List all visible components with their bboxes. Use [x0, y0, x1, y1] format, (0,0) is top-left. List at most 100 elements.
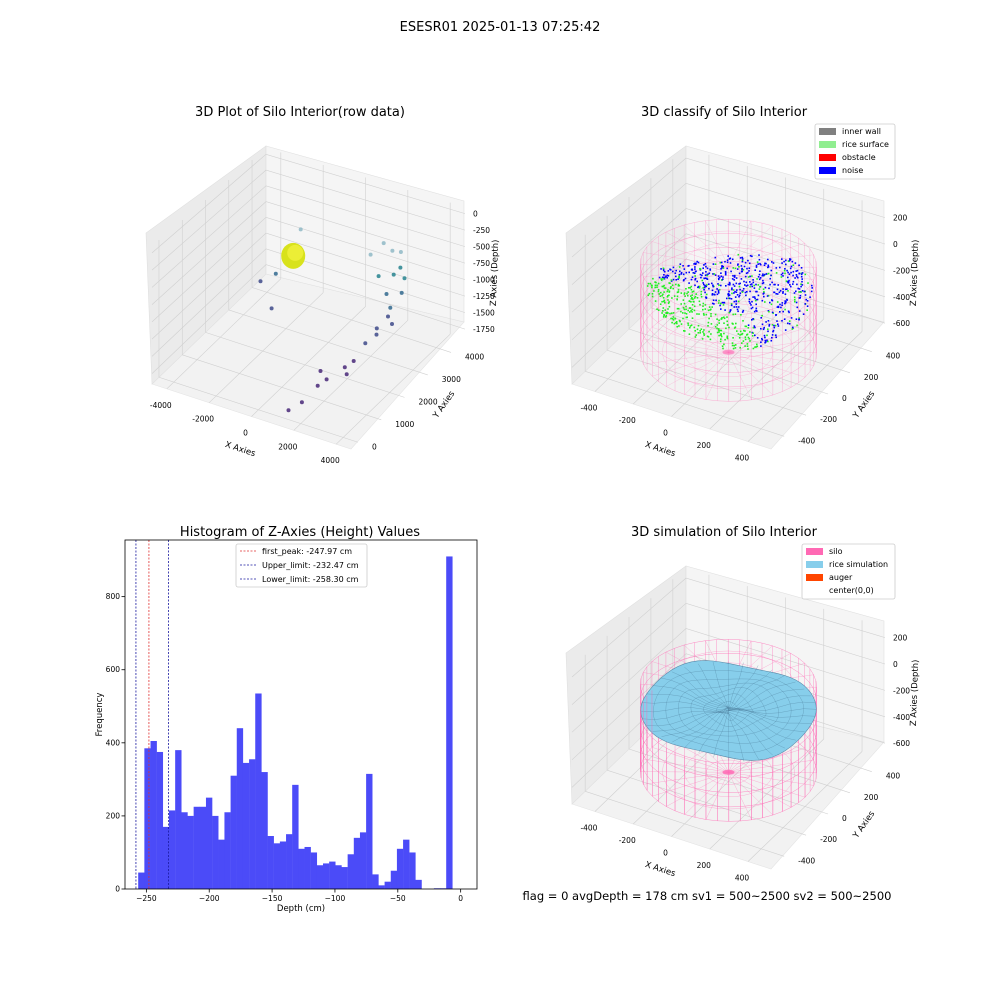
histogram-bar [396, 848, 404, 889]
histogram-bar [286, 834, 293, 889]
histogram-legend: first_peak: -247.97 cm Upper_limit: -232… [235, 543, 368, 588]
histogram-xtick-label: 0 [458, 894, 463, 903]
rice-surface-point [663, 291, 665, 293]
rice-surface-point [680, 310, 682, 313]
rice-surface-point [767, 328, 769, 330]
rice-surface-point [664, 309, 666, 311]
rice-simulation-mesh-spoke [672, 706, 729, 743]
rice-surface-point [662, 285, 665, 288]
noise-point [662, 269, 665, 272]
footer-status-text: flag = 0 avgDepth = 178 cm sv1 = 500~250… [523, 889, 892, 903]
noise-point [781, 320, 783, 322]
noise-point [756, 337, 759, 339]
histogram-bar [279, 841, 287, 889]
rice-surface-point [656, 284, 658, 287]
rice-surface-point [731, 292, 733, 295]
noise-point [763, 326, 765, 329]
histogram-bar [224, 812, 231, 889]
raw-ygrid [205, 332, 405, 398]
noise-point [806, 305, 809, 307]
rice-surface-point [647, 282, 650, 285]
noise-point [784, 268, 786, 270]
rice-surface-point [749, 340, 751, 342]
raw-data-point [374, 332, 379, 337]
noise-point [713, 303, 715, 305]
rice-surface-point [728, 311, 731, 314]
rice-surface-point [657, 309, 660, 311]
raw-zgrid [151, 264, 466, 374]
classify-silo-spoke [728, 317, 791, 353]
rice-surface-point [703, 329, 705, 331]
legend-swatch-auger [806, 574, 823, 581]
rice-surface-point [723, 322, 725, 324]
rice-surface-point [714, 263, 717, 265]
rice-surface-point [668, 305, 671, 308]
rice-surface-point [718, 331, 720, 333]
classify-zgrid [571, 157, 886, 258]
noise-point [704, 277, 707, 279]
noise-point [742, 309, 745, 312]
classify-zgrid [571, 182, 886, 285]
raw-ytick-label: 1000 [395, 420, 414, 429]
rice-surface-point [722, 347, 724, 350]
rice-surface-point [714, 313, 717, 316]
rice-surface-point [708, 330, 710, 333]
classify-silo-spoke [684, 309, 729, 353]
noise-point [811, 287, 813, 289]
classify-ytick-label: 0 [842, 394, 847, 403]
simulation-gridlines [571, 574, 886, 862]
rice-surface-point [732, 313, 734, 316]
rice-surface-point [696, 297, 699, 299]
rice-surface-point [658, 293, 660, 295]
rice-surface-point [657, 290, 660, 293]
noise-point [712, 273, 714, 275]
noise-point [766, 339, 768, 342]
raw-data-point [351, 359, 356, 363]
noise-point [703, 288, 705, 291]
classify-silo-spoke [728, 352, 752, 400]
rice-surface-point [784, 308, 786, 311]
histogram-plot: Histogram of Z-Axies (Height) Values −25… [95, 525, 478, 914]
noise-point [782, 291, 784, 293]
noise-point [784, 302, 786, 305]
rice-surface-point [659, 303, 662, 305]
rice-surface-point [671, 297, 673, 299]
rice-surface-point [655, 281, 657, 284]
noise-point [786, 269, 788, 272]
rice-surface-point [714, 326, 717, 328]
histogram-bar [273, 843, 281, 889]
simulation-ytick-label: -400 [798, 856, 815, 865]
rice-surface-point [664, 301, 666, 304]
rice-simulation-mesh-spoke [728, 708, 805, 732]
rice-surface-point [675, 322, 677, 324]
legend-swatch-noise [819, 167, 836, 174]
noise-point [740, 278, 743, 280]
histogram-bar [187, 815, 194, 889]
noise-point [708, 272, 711, 275]
noise-point [796, 275, 798, 278]
noise-point [794, 262, 797, 264]
classify-ztick-label: -400 [893, 293, 910, 302]
noise-point [753, 310, 756, 313]
noise-point [777, 325, 780, 327]
legend-swatch-rice-surface [819, 141, 836, 148]
raw-xtick-label: -4000 [150, 401, 172, 410]
noise-point [772, 330, 774, 333]
rice-surface-point [738, 266, 740, 268]
rice-simulation-mesh-spoke [713, 708, 729, 758]
rice-surface-point [690, 309, 692, 312]
noise-point [762, 293, 765, 295]
rice-surface-point [702, 287, 705, 289]
noise-point [665, 275, 667, 277]
noise-point [763, 334, 766, 337]
rice-surface-point [708, 306, 711, 308]
noise-point [767, 264, 770, 267]
noise-point [768, 323, 771, 326]
classify-plot: 3D classify of Silo Interior -400 -200 0 20… [565, 105, 921, 463]
rice-surface-point [766, 334, 768, 337]
legend-label-obstacle: obstacle [842, 153, 876, 162]
raw-zgrid [151, 185, 466, 288]
rice-surface-point [682, 299, 685, 301]
noise-point [705, 271, 707, 273]
noise-point [779, 303, 781, 306]
